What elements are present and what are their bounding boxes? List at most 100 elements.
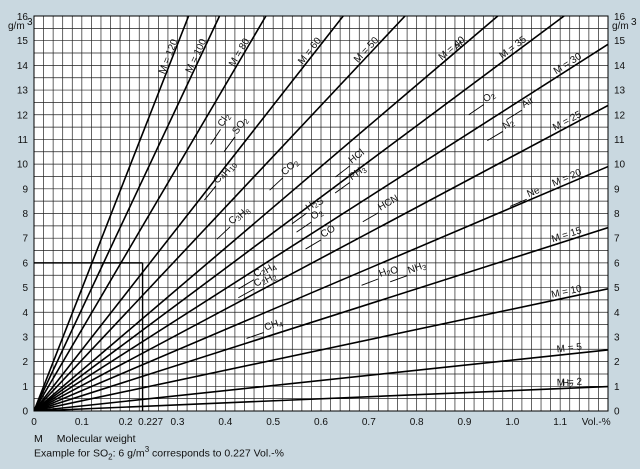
gas-marker	[305, 239, 322, 250]
gas-marker	[296, 221, 312, 233]
gas-marker	[238, 288, 255, 299]
y-tick-left: 14	[17, 61, 29, 72]
x-tick-label: 1.0	[505, 417, 519, 428]
x-tick-label: 0.7	[362, 417, 376, 428]
y-tick-left: 8	[22, 209, 28, 220]
y-tick-right: 15	[614, 36, 626, 47]
series-line-m30	[34, 43, 608, 411]
gas-marker	[335, 165, 350, 178]
series-line-m15	[34, 226, 608, 411]
y-tick-left: 12	[17, 110, 29, 121]
series-line-m25	[34, 104, 608, 411]
y-tick-left: 2	[22, 357, 28, 368]
gas-marker	[204, 185, 217, 201]
gas-marker	[361, 278, 379, 286]
y-tick-left: 1	[22, 382, 28, 393]
gas-label: Cl2	[216, 112, 234, 130]
y-tick-right: 5	[614, 283, 620, 294]
x-tick-label: 0.3	[171, 417, 185, 428]
y-tick-right: 13	[614, 86, 626, 97]
gas-marker	[468, 104, 484, 116]
gas-marker	[210, 129, 221, 145]
x-tick-label: 0.9	[458, 417, 472, 428]
y-tick-right: 8	[614, 209, 620, 220]
x-tick-label: 0.4	[218, 417, 232, 428]
series-line-m35	[34, 16, 565, 411]
gas-marker	[269, 177, 284, 191]
example-prefix: Example for SO	[34, 447, 109, 460]
y-unit-left-sup: 3	[27, 17, 33, 28]
legend-symbol: M	[34, 433, 43, 445]
gas-label: CH4	[263, 317, 285, 334]
series-line-m120	[34, 16, 190, 411]
gas-label: H2O	[378, 262, 401, 281]
example-suffix: corresponds to 0.227 Vol.-%	[149, 447, 284, 460]
legend-example: Example for SO2: 6 g/m3 corresponds to 0…	[34, 445, 284, 462]
y-tick-left: 9	[22, 184, 28, 195]
gas-marker	[509, 198, 527, 207]
x-tick-label: 0	[31, 417, 37, 428]
series-line-m10	[34, 288, 608, 411]
gas-marker	[216, 226, 231, 240]
y-tick-left: 5	[22, 283, 28, 294]
series-line-m40	[34, 16, 499, 411]
x-tick-label: 0.2	[119, 417, 133, 428]
y-tick-right: 16	[614, 12, 626, 23]
series-line-m80	[34, 16, 267, 411]
series-line-m100	[34, 16, 221, 411]
series-line-m2	[34, 385, 608, 411]
y-tick-right: 10	[614, 160, 626, 171]
y-tick-right: 14	[614, 61, 626, 72]
gas-marker	[506, 109, 523, 120]
y-tick-right: 9	[614, 184, 620, 195]
example-mid: : 6 g/m	[112, 447, 145, 460]
gas-label: H2	[562, 378, 574, 390]
x-tick-label: 0.1	[75, 417, 89, 428]
y-tick-left: 11	[18, 135, 29, 146]
y-tick-left: 10	[17, 160, 29, 171]
series-line-m50	[34, 16, 406, 411]
y-tick-left: 6	[22, 258, 28, 269]
gas-marker	[334, 182, 350, 194]
gas-marker	[390, 275, 408, 283]
y-tick-right: 3	[614, 332, 620, 343]
gas-marker	[440, 52, 456, 65]
y-unit-left: g/m	[8, 21, 25, 32]
y-tick-right: 12	[614, 110, 626, 121]
series-line-m60	[34, 16, 344, 411]
y-tick-left: 7	[22, 234, 28, 245]
y-unit-right-sup: 3	[631, 17, 637, 28]
gas-marker	[238, 279, 255, 290]
gas-marker	[246, 332, 264, 339]
gas-marker	[542, 387, 561, 390]
series-line-m5	[34, 349, 608, 411]
gas-label: Ne	[526, 185, 542, 200]
y-tick-left: 16	[17, 12, 29, 23]
series-lines	[34, 16, 608, 411]
gas-marker	[291, 212, 307, 225]
example-sup: 3	[144, 445, 150, 454]
series-label-m5: M = 5	[556, 342, 583, 356]
x-tick-label: 0.227	[138, 417, 163, 428]
gas-label: C2H4	[252, 259, 279, 283]
x-tick-label: 0.8	[410, 417, 424, 428]
y-tick-right: 0	[614, 407, 620, 418]
y-unit-right: g/m	[612, 21, 629, 32]
y-tick-left: 4	[22, 308, 28, 319]
gas-marker	[362, 212, 379, 223]
gas-label: C2H2	[252, 269, 279, 292]
gas-marker	[487, 131, 503, 142]
y-tick-right: 6	[614, 258, 620, 269]
y-tick-left: 3	[22, 332, 28, 343]
legend-text: Molecular weight	[56, 433, 136, 445]
y-tick-right: 4	[614, 308, 620, 319]
grid-horizontal	[34, 15, 608, 412]
y-tick-left: 15	[17, 36, 29, 47]
gas-label: N2	[501, 117, 517, 133]
y-tick-right: 7	[614, 234, 620, 245]
y-tick-left: 13	[17, 86, 29, 97]
series-label-m2: M = 2	[557, 377, 583, 389]
y-tick-right: 11	[614, 135, 625, 146]
gas-marker	[223, 136, 236, 152]
